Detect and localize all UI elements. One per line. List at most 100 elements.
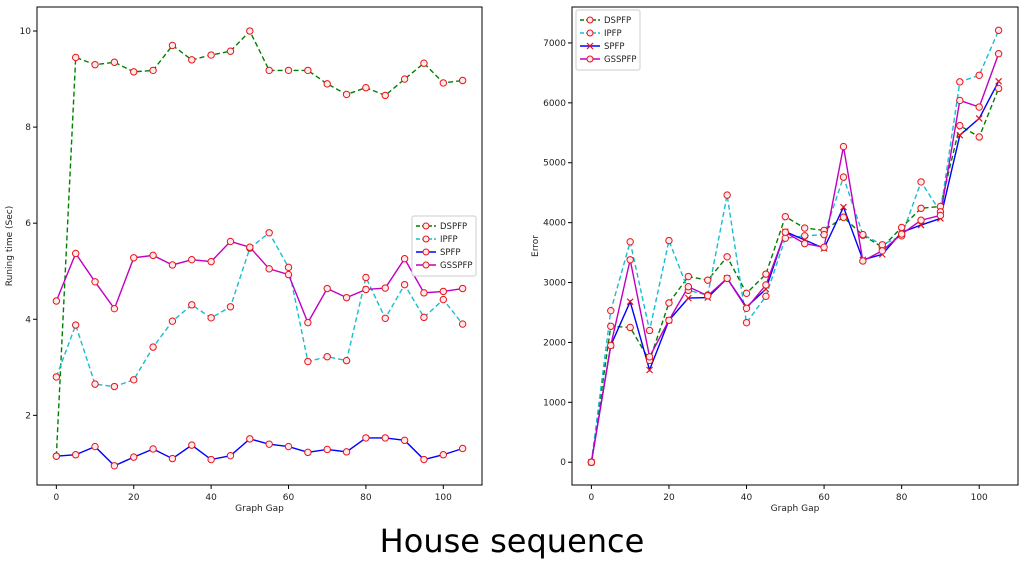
data-point-spfp xyxy=(149,445,157,453)
data-point-spfp xyxy=(439,451,448,459)
marker-stroke xyxy=(646,366,653,374)
legend-label-gsspfp: GSSPFP xyxy=(604,55,637,65)
data-point-spfp xyxy=(130,453,138,461)
data-point-spfp xyxy=(362,434,370,442)
legend-box xyxy=(575,9,641,71)
chart-error: 0 20 40 60 80 1000100020003000400050006000700… xyxy=(531,6,1019,514)
data-point-spfp xyxy=(975,114,983,122)
series-line-dspfp xyxy=(590,88,1000,463)
data-point-ipfp xyxy=(878,241,886,249)
x-tick-label: 60 xyxy=(818,493,830,503)
data-point-gsspfp xyxy=(381,284,389,292)
data-point-ipfp xyxy=(226,303,235,311)
data-point-ipfp xyxy=(956,78,964,86)
legend-marker-gsspfp xyxy=(422,261,430,269)
data-point-dspfp xyxy=(400,75,409,83)
data-point-gsspfp xyxy=(91,278,99,286)
data-point-gsspfp xyxy=(975,103,983,111)
legend-marker-dspfp xyxy=(586,16,594,24)
data-point-gsspfp xyxy=(420,289,428,297)
data-point-dspfp xyxy=(458,76,467,85)
data-point-gsspfp xyxy=(400,255,409,263)
data-point-ipfp xyxy=(420,313,428,322)
series-line-ipfp xyxy=(55,231,464,388)
data-point-gsspfp xyxy=(684,283,693,291)
data-point-ipfp xyxy=(91,380,99,388)
data-point-dspfp xyxy=(226,47,235,55)
legend: DSPFP IPFP SPFP GSSPFP xyxy=(575,9,641,71)
data-point-dspfp xyxy=(323,80,331,88)
data-point-ipfp xyxy=(820,230,828,239)
data-point-ipfp xyxy=(168,317,177,325)
data-point-spfp xyxy=(110,462,119,470)
data-point-gsspfp xyxy=(110,304,119,313)
legend-label-spfp: SPFP xyxy=(604,42,625,52)
y-tick-label: 4 xyxy=(25,315,31,325)
data-point-ipfp xyxy=(71,321,80,329)
x-tick-label: 40 xyxy=(205,493,217,503)
data-point-ipfp xyxy=(994,26,1003,35)
data-point-spfp xyxy=(207,455,215,464)
data-point-gsspfp xyxy=(607,341,615,350)
data-point-ipfp xyxy=(665,236,673,245)
data-point-dspfp xyxy=(265,66,273,75)
y-tick-label: 10 xyxy=(20,27,32,37)
data-point-ipfp xyxy=(400,280,409,289)
data-point-gsspfp xyxy=(626,256,634,264)
data-point-spfp xyxy=(71,451,80,459)
data-point-dspfp xyxy=(420,59,428,67)
legend-label-dspfp: DSPFP xyxy=(440,222,467,232)
series-line-gsspfp xyxy=(590,53,1000,463)
marker-stroke xyxy=(995,77,1003,85)
data-point-spfp xyxy=(400,436,409,445)
data-point-spfp xyxy=(246,435,254,443)
data-point-ipfp xyxy=(626,238,634,246)
data-point-ipfp xyxy=(762,292,770,301)
marker-stroke xyxy=(975,114,983,122)
data-point-spfp xyxy=(91,442,99,451)
data-point-spfp xyxy=(381,434,389,442)
x-tick-label: 20 xyxy=(128,493,140,503)
data-point-ipfp xyxy=(304,357,312,366)
x-tick-label: 60 xyxy=(283,493,295,503)
data-point-gsspfp xyxy=(439,287,448,296)
data-point-ipfp xyxy=(781,234,790,242)
legend-label-spfp: SPFP xyxy=(440,248,461,258)
data-point-gsspfp xyxy=(645,353,654,361)
data-point-dspfp xyxy=(723,253,731,261)
marker-stroke xyxy=(840,203,847,211)
data-point-gsspfp xyxy=(130,254,138,262)
data-point-dspfp xyxy=(342,90,351,99)
data-point-gsspfp xyxy=(52,297,61,305)
data-point-gsspfp xyxy=(956,96,964,105)
data-point-dspfp xyxy=(607,322,615,330)
data-point-gsspfp xyxy=(71,249,80,258)
data-point-spfp xyxy=(168,454,177,463)
data-point-gsspfp xyxy=(878,247,886,255)
data-point-dspfp xyxy=(975,133,983,141)
data-point-dspfp xyxy=(956,121,964,130)
data-point-ipfp xyxy=(110,382,119,391)
data-point-gsspfp xyxy=(458,284,467,293)
data-point-dspfp xyxy=(246,27,254,35)
series-line-dspfp xyxy=(55,29,463,457)
data-point-gsspfp xyxy=(188,255,196,264)
y-tick-label: 6 xyxy=(25,219,31,229)
data-point-gsspfp xyxy=(820,243,828,251)
data-point-gsspfp xyxy=(800,239,809,248)
y-tick-label: 1000 xyxy=(543,398,566,408)
legend-label-ipfp: IPFP xyxy=(604,29,622,39)
data-point-spfp xyxy=(284,442,293,451)
data-point-dspfp xyxy=(91,60,99,69)
figure-caption: House sequence xyxy=(379,522,645,560)
x-tick-label: 0 xyxy=(53,493,59,503)
legend-marker-ipfp xyxy=(586,29,594,37)
data-point-ipfp xyxy=(381,314,389,323)
data-point-spfp xyxy=(304,448,312,457)
data-point-spfp xyxy=(840,203,847,211)
y-tick-label: 2000 xyxy=(543,338,566,348)
data-point-dspfp xyxy=(839,213,848,221)
data-point-ipfp xyxy=(342,356,351,365)
data-point-ipfp xyxy=(800,232,809,240)
data-point-ipfp xyxy=(265,229,273,237)
